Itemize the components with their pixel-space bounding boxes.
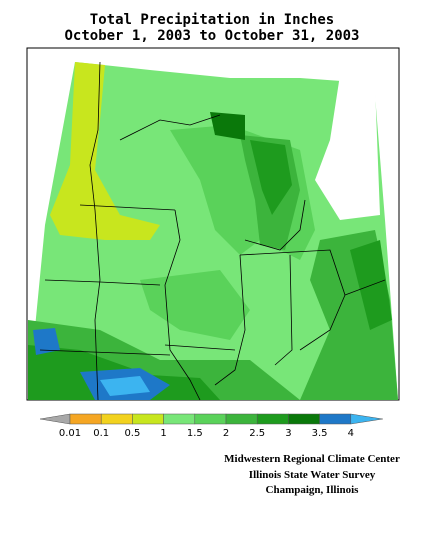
legend-swatch (319, 413, 352, 425)
credit: Midwestern Regional Climate Center (224, 453, 400, 465)
legend-swatch (225, 413, 258, 425)
credit: Champaign, Illinois (266, 484, 360, 496)
map (26, 47, 400, 401)
legend-tick-label: 1 (160, 428, 166, 439)
precip-zone (100, 376, 150, 396)
legend-swatch (194, 413, 227, 425)
precip-zone (50, 62, 160, 240)
legend-tick-label: 1.5 (187, 428, 203, 439)
legend-swatch (39, 413, 71, 425)
precip-zone (140, 270, 250, 340)
legend-tick-label: 2 (223, 428, 229, 439)
credit: Illinois State Water Survey (249, 469, 376, 481)
legend-tick-label: 0.1 (93, 428, 109, 439)
legend-tick-label: 0.5 (124, 428, 140, 439)
legend-swatch (163, 413, 196, 425)
precip-zone (210, 112, 245, 140)
legend-tick-label: 2.5 (249, 428, 265, 439)
legend: 0.01 0.1 0.5 1 1.5 2 2.5 3 3.5 4 (39, 413, 383, 439)
legend-swatch (288, 413, 320, 425)
legend-swatch (256, 413, 289, 425)
legend-tick-label: 3.5 (312, 428, 328, 439)
legend-swatch (132, 413, 164, 425)
precip-zone (33, 328, 60, 355)
precip-zone (250, 140, 292, 215)
lake-canada (315, 75, 380, 220)
legend-tick-label: 0.01 (59, 428, 81, 439)
legend-swatch (69, 413, 102, 425)
title-line: Total Precipitation in Inches (90, 12, 334, 28)
state-lines (39, 61, 386, 401)
precip-base (28, 62, 398, 400)
legend-swatch (100, 413, 133, 425)
legend-tick-label: 3 (285, 428, 291, 439)
legend-swatch (350, 413, 383, 425)
legend-tick-label: 4 (348, 428, 354, 439)
title-line: October 1, 2003 to October 31, 2003 (64, 28, 359, 44)
